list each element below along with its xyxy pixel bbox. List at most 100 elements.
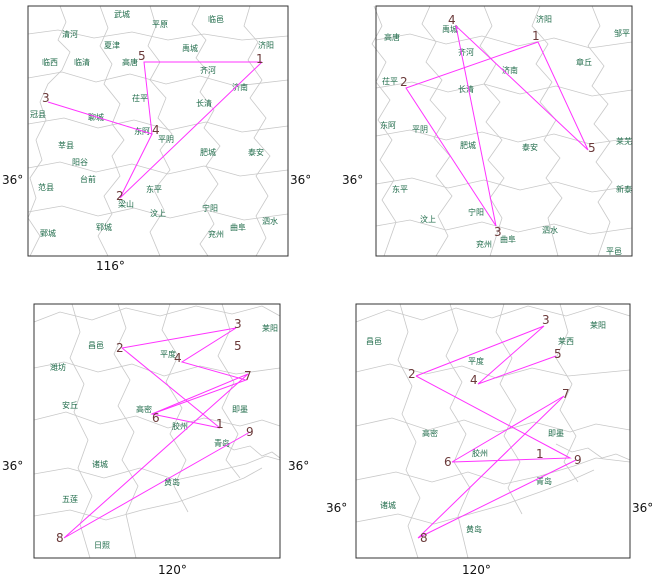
place-label: 泰安 bbox=[522, 142, 538, 152]
stop-numbers: 1 2 3 4 5 bbox=[400, 13, 596, 239]
place-label: 平阴 bbox=[412, 125, 428, 134]
stop-number: 1 bbox=[216, 417, 224, 431]
map-bottom-left: 莱阳 昌邑 平度 潍坊 安丘 高密 即墨 胶州 青岛 诸城 黄岛 五莲 日照 1… bbox=[2, 303, 309, 576]
x-axis-label: 116° bbox=[96, 259, 125, 273]
route bbox=[63, 327, 251, 539]
stop-number: 3 bbox=[42, 91, 50, 105]
place-label: 兖州 bbox=[476, 239, 492, 249]
stop-number: 1 bbox=[536, 447, 544, 461]
place-label: 汶上 bbox=[420, 214, 436, 224]
place-label: 诸城 bbox=[92, 460, 108, 469]
stop-number: 5 bbox=[554, 347, 562, 361]
place-label: 莱阳 bbox=[590, 320, 606, 330]
route bbox=[415, 325, 577, 539]
stop-number: 9 bbox=[574, 453, 582, 467]
region-borders bbox=[33, 303, 281, 559]
place-label: 济南 bbox=[232, 82, 248, 92]
stop-number: 4 bbox=[448, 13, 456, 27]
map-top-right: 禹城 济阳 邹平 高唐 齐河 济南 章丘 茌平 长清 东阿 平阴 肥城 泰安 莱… bbox=[342, 5, 633, 257]
place-label: 齐河 bbox=[200, 65, 216, 75]
place-label: 鄄城 bbox=[40, 229, 56, 238]
place-label: 曲阜 bbox=[230, 222, 246, 232]
x-axis-label: 120° bbox=[462, 563, 491, 576]
left-axis-label: 36° bbox=[2, 173, 23, 187]
place-label: 范县 bbox=[38, 182, 54, 192]
stop-number: 3 bbox=[494, 225, 502, 239]
stop-numbers: 1 2 3 4 5 6 7 8 9 bbox=[56, 317, 254, 545]
place-label: 黄岛 bbox=[466, 524, 482, 534]
place-label: 高唐 bbox=[122, 57, 138, 67]
region-borders bbox=[355, 303, 631, 559]
stop-number: 2 bbox=[408, 367, 416, 381]
stop-number: 5 bbox=[588, 141, 596, 155]
right-axis-label: 36° bbox=[290, 173, 310, 187]
place-label: 五莲 bbox=[62, 494, 78, 504]
place-label: 夏津 bbox=[104, 40, 120, 50]
place-label: 平阴 bbox=[158, 135, 174, 144]
place-label: 青岛 bbox=[214, 438, 230, 448]
place-label: 高密 bbox=[136, 404, 152, 414]
map-frame bbox=[355, 303, 631, 559]
place-label: 郓城 bbox=[96, 223, 112, 232]
stop-number: 8 bbox=[420, 531, 428, 545]
place-label: 临西 bbox=[42, 57, 58, 67]
place-label: 莘县 bbox=[58, 140, 74, 150]
stop-number: 4 bbox=[174, 351, 182, 365]
place-labels: 武城 平原 临邑 清河 夏津 禹城 济阳 临西 临清 高唐 齐河 济南 冠县 茌… bbox=[30, 9, 278, 239]
x-axis-label: 120° bbox=[158, 563, 187, 576]
place-label: 莱芜 bbox=[616, 136, 632, 146]
place-labels: 莱阳 昌邑 平度 潍坊 安丘 高密 即墨 胶州 青岛 诸城 黄岛 五莲 日照 bbox=[50, 323, 278, 550]
place-label: 平度 bbox=[468, 356, 484, 366]
place-label: 齐河 bbox=[458, 47, 474, 57]
place-labels: 禹城 济阳 邹平 高唐 齐河 济南 章丘 茌平 长清 东阿 平阴 肥城 泰安 莱… bbox=[380, 14, 632, 256]
place-label: 莱西 bbox=[558, 336, 574, 346]
place-label: 肥城 bbox=[200, 148, 216, 157]
map-frame bbox=[375, 5, 633, 257]
stop-number: 2 bbox=[400, 75, 408, 89]
stop-number: 9 bbox=[246, 425, 254, 439]
place-label: 泗水 bbox=[542, 225, 558, 235]
place-label: 泰安 bbox=[248, 147, 264, 157]
place-label: 济阳 bbox=[258, 40, 274, 50]
left-axis-label: 36° bbox=[342, 173, 363, 187]
place-label: 聊城 bbox=[88, 113, 104, 122]
place-label: 平原 bbox=[152, 20, 168, 29]
place-label: 胶州 bbox=[472, 448, 488, 458]
stop-number: 6 bbox=[152, 411, 160, 425]
stop-number: 4 bbox=[152, 123, 160, 137]
place-label: 清河 bbox=[62, 29, 78, 39]
stop-number: 1 bbox=[256, 52, 264, 66]
left-axis-label: 36° bbox=[326, 501, 347, 515]
region-borders bbox=[371, 5, 633, 257]
map-panel-bottom-left: 莱阳 昌邑 平度 潍坊 安丘 高密 即墨 胶州 青岛 诸城 黄岛 五莲 日照 1… bbox=[0, 292, 310, 576]
stop-numbers: 1 2 3 4 5 6 7 8 9 bbox=[408, 313, 582, 545]
place-label: 长清 bbox=[458, 84, 474, 94]
route-line bbox=[415, 325, 557, 385]
place-label: 汶上 bbox=[150, 208, 166, 218]
place-label: 宁阳 bbox=[468, 207, 484, 217]
route bbox=[405, 24, 589, 227]
place-label: 台前 bbox=[80, 174, 96, 184]
right-axis-label: 36° bbox=[632, 501, 652, 515]
map-frame bbox=[33, 303, 281, 559]
place-label: 平度 bbox=[160, 349, 176, 359]
place-label: 青岛 bbox=[536, 476, 552, 486]
map-top-left: 武城 平原 临邑 清河 夏津 禹城 济阳 临西 临清 高唐 齐河 济南 冠县 茌… bbox=[2, 5, 310, 273]
stop-number: 7 bbox=[562, 387, 570, 401]
place-label: 禹城 bbox=[442, 25, 458, 34]
place-label: 邹平 bbox=[614, 28, 630, 38]
place-label: 黄岛 bbox=[164, 477, 180, 487]
stop-number: 2 bbox=[116, 189, 124, 203]
place-label: 安丘 bbox=[62, 400, 78, 410]
stop-number: 8 bbox=[56, 531, 64, 545]
map-panel-bottom-right: 莱阳 昌邑 莱西 平度 高密 即墨 胶州 青岛 诸城 黄岛 1 2 3 4 5 bbox=[326, 292, 652, 576]
place-labels: 莱阳 昌邑 莱西 平度 高密 即墨 胶州 青岛 诸城 黄岛 bbox=[366, 320, 606, 534]
place-label: 即墨 bbox=[548, 429, 564, 438]
route-line bbox=[415, 375, 577, 539]
map-panel-top-left: 武城 平原 临邑 清河 夏津 禹城 济阳 临西 临清 高唐 齐河 济南 冠县 茌… bbox=[0, 0, 310, 280]
place-label: 济阳 bbox=[536, 14, 552, 24]
stop-number: 2 bbox=[116, 341, 124, 355]
place-label: 泗水 bbox=[262, 216, 278, 226]
stop-number: 1 bbox=[532, 29, 540, 43]
